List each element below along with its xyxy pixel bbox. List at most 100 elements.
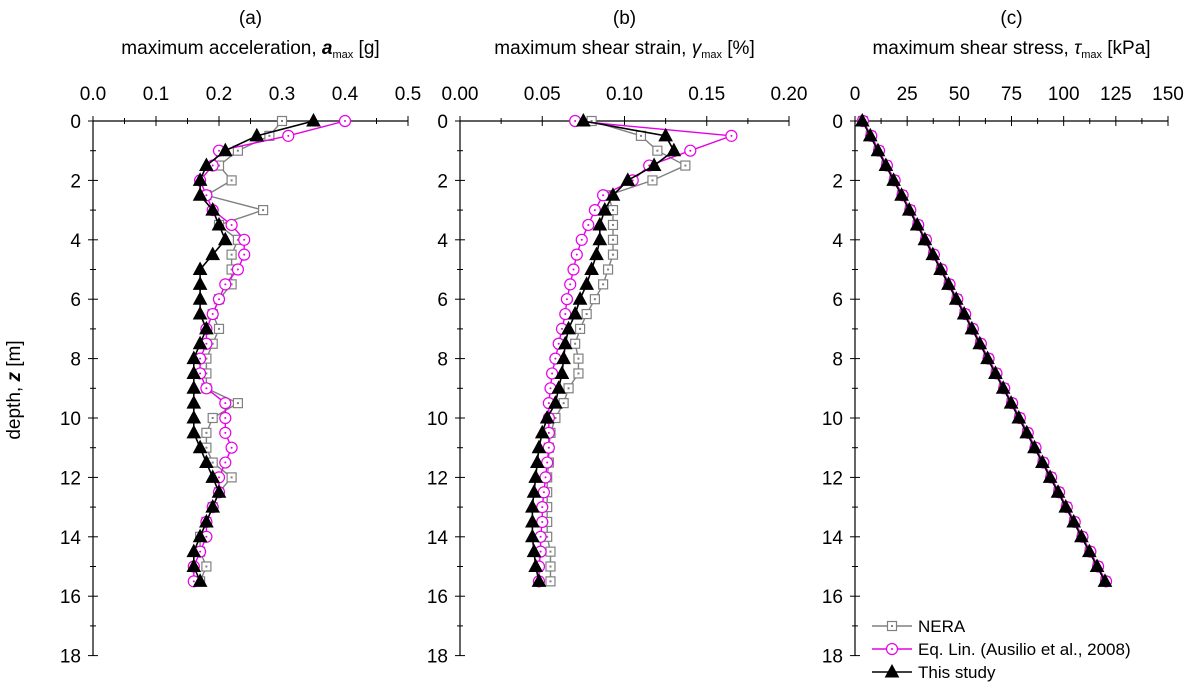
legend-label: This study xyxy=(918,663,996,682)
data-point-study xyxy=(948,291,964,305)
data-point-study xyxy=(646,157,662,172)
y-tick-label: 0 xyxy=(70,112,81,133)
data-point-study xyxy=(579,276,595,290)
y-tick-label: 16 xyxy=(427,587,448,608)
data-point-study xyxy=(534,424,550,439)
data-point-study xyxy=(186,558,202,572)
data-point-study xyxy=(192,261,208,275)
data-point-study xyxy=(186,543,202,558)
title-variable: γ xyxy=(692,38,703,59)
y-tick-label: 18 xyxy=(822,647,843,668)
y-tick-label: 8 xyxy=(70,350,81,371)
data-point-study xyxy=(192,528,208,543)
data-point-study xyxy=(186,409,202,424)
y-axis-label: depth, z [m] xyxy=(4,340,25,439)
data-point-study xyxy=(249,127,265,142)
data-point-study xyxy=(199,454,214,469)
data-point-study xyxy=(980,350,995,365)
title-subscript: max xyxy=(333,49,354,61)
x-tick-label: 0.00 xyxy=(442,84,479,105)
y-tick-label: 12 xyxy=(427,468,448,489)
panel-b: (b) maximum shear strain, γmax [%] 0.00 0.0… xyxy=(427,8,808,668)
legend-label: Eq. Lin. (Ausilio et al., 2008) xyxy=(918,640,1131,659)
data-point-study xyxy=(539,409,555,424)
title-text: maximum shear strain, xyxy=(494,38,691,59)
panel-a: (a) maximum acceleration, amax [g] 0.0 0.1 0… xyxy=(60,8,421,668)
data-point-study xyxy=(551,380,567,394)
data-point-study xyxy=(199,157,214,172)
data-point-study xyxy=(528,469,544,483)
y-tick-label: 14 xyxy=(427,528,449,549)
data-point-study xyxy=(192,291,208,305)
x-tick-label: 0.10 xyxy=(606,84,643,105)
title-subscript: max xyxy=(701,49,722,61)
data-point-study xyxy=(620,172,636,186)
x-tick-label: 150 xyxy=(1152,84,1184,105)
panel-label: (a) xyxy=(239,8,262,29)
title-subscript: max xyxy=(1081,49,1102,61)
series-study xyxy=(525,112,682,587)
data-point-study xyxy=(1097,573,1113,587)
data-point-study xyxy=(666,142,682,157)
x-tick-label: 100 xyxy=(1048,84,1080,105)
data-point-study xyxy=(217,142,233,157)
data-point-study xyxy=(205,246,221,261)
data-point-study xyxy=(1011,409,1027,424)
y-tick-label: 10 xyxy=(427,409,448,430)
data-point-study xyxy=(572,291,588,305)
x-tick-label: 0.4 xyxy=(332,84,359,105)
y-tick-label: 10 xyxy=(822,409,843,430)
data-point-study xyxy=(205,469,221,483)
data-point-study xyxy=(556,350,571,365)
data-point-study xyxy=(205,499,221,513)
data-point-study xyxy=(956,306,972,320)
legend: NERA Eq. Lin. (Ausilio et al., 2008) This … xyxy=(872,617,1131,682)
data-point-study xyxy=(186,395,202,409)
title-text: maximum shear stress, xyxy=(872,38,1074,59)
data-point-study xyxy=(192,187,208,201)
y-tick-label: 0 xyxy=(437,112,448,133)
y-tick-label: 8 xyxy=(832,350,843,371)
data-point-study xyxy=(894,187,909,201)
x-tick-label: 0 xyxy=(850,84,861,105)
data-point-study xyxy=(526,484,542,498)
x-tick-label: 0.05 xyxy=(524,84,561,105)
title-variable: a xyxy=(322,38,333,59)
data-point-study xyxy=(554,365,570,379)
data-point-study xyxy=(548,395,563,409)
y-tick-label: 2 xyxy=(437,171,448,192)
data-point-study xyxy=(525,513,540,528)
data-point-study xyxy=(186,424,202,439)
data-point-study xyxy=(1089,558,1105,572)
y-tick-label: 12 xyxy=(60,468,81,489)
series-study xyxy=(854,112,1113,587)
data-point-study xyxy=(658,127,673,142)
data-point-study xyxy=(1050,484,1066,498)
data-point-study xyxy=(878,157,894,172)
y-axis-label-group: depth, z [m] xyxy=(4,340,25,439)
data-point-study xyxy=(933,261,948,275)
y-tick-label: 16 xyxy=(822,587,843,608)
y-tick-label: 12 xyxy=(822,468,843,489)
y-tick-label: 4 xyxy=(70,231,81,252)
legend-marker-study xyxy=(884,663,900,678)
data-point-study xyxy=(941,276,956,290)
series-line-eqlin xyxy=(538,120,732,582)
x-tick-label: 0.15 xyxy=(688,84,725,105)
data-point-study xyxy=(1035,454,1050,469)
data-point-study xyxy=(526,543,542,558)
y-tick-label: 6 xyxy=(437,290,448,311)
data-point-study xyxy=(529,454,545,469)
data-point-study xyxy=(592,216,608,231)
y-tick-label: 4 xyxy=(832,231,843,252)
panel-label: (b) xyxy=(613,8,636,29)
y-tick-label: 2 xyxy=(70,171,81,192)
x-tick-label: 0.1 xyxy=(143,84,169,105)
series-eqlin xyxy=(187,114,352,588)
series-line-nera xyxy=(546,120,687,582)
panel-title: maximum shear stress, τmax [kPa] xyxy=(872,38,1150,61)
data-point-study xyxy=(525,528,540,543)
title-unit: [kPa] xyxy=(1102,38,1151,59)
data-point-study xyxy=(925,246,941,261)
